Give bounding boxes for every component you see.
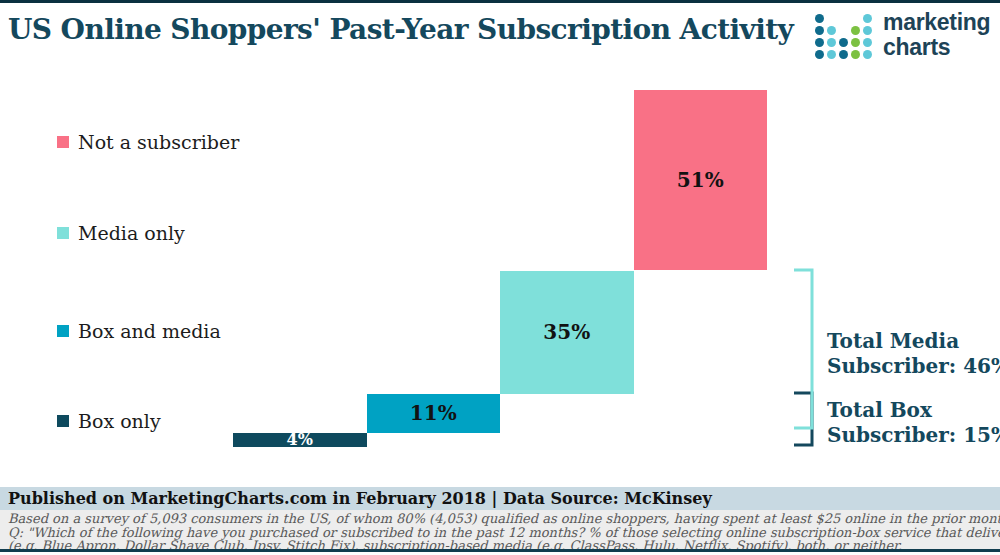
logo-dot-icon bbox=[815, 26, 824, 35]
total-box-line2: Subscriber: 15% bbox=[827, 423, 1000, 448]
published-bar: Published on MarketingCharts.com in Febr… bbox=[0, 487, 1000, 510]
logo-dot-empty bbox=[839, 14, 848, 23]
logo-dot-icon bbox=[863, 14, 872, 23]
logo-dot-icon bbox=[839, 38, 848, 47]
logo-dot-icon bbox=[815, 38, 824, 47]
legend-item-box-and-media: Box and media bbox=[57, 320, 221, 342]
logo-dot-icon bbox=[815, 50, 824, 59]
logo-dots-icon bbox=[815, 14, 875, 62]
logo-dot-icon bbox=[839, 50, 848, 59]
logo-dot-icon bbox=[815, 14, 824, 23]
total-media-line2: Subscriber: 46% bbox=[827, 354, 1000, 379]
logo-dot-icon bbox=[827, 38, 836, 47]
logo-wordmark: marketing charts bbox=[883, 10, 990, 60]
legend-swatch-icon bbox=[57, 325, 69, 337]
logo-dot-empty bbox=[851, 14, 860, 23]
legend-label: Media only bbox=[78, 222, 185, 244]
total-media-label: Total Media Subscriber: 46% bbox=[827, 329, 1000, 379]
legend-item-not-a-subscriber: Not a subscriber bbox=[57, 131, 239, 153]
legend-item-box-only: Box only bbox=[57, 410, 161, 432]
bar-box-only: 4% bbox=[233, 433, 367, 447]
bottom-border bbox=[0, 549, 1000, 552]
bar-media-only: 35% bbox=[500, 271, 634, 395]
legend-swatch-icon bbox=[57, 136, 69, 148]
bar-value-label: 11% bbox=[410, 401, 457, 425]
logo-dot-icon bbox=[827, 26, 836, 35]
legend-swatch-icon bbox=[57, 415, 69, 427]
total-box-line1: Total Box bbox=[827, 398, 1000, 423]
chart-page: US Online Shoppers' Past-Year Subscripti… bbox=[0, 0, 1000, 555]
legend-label: Not a subscriber bbox=[78, 131, 239, 153]
logo-dot-icon bbox=[851, 38, 860, 47]
bar-value-label: 35% bbox=[543, 320, 590, 344]
logo-dot-icon bbox=[863, 38, 872, 47]
footnote-line: Q: "Which of the following have you purc… bbox=[0, 526, 1000, 540]
legend-swatch-icon bbox=[57, 227, 69, 239]
logo-word-marketing: marketing bbox=[883, 10, 990, 35]
logo-dot-icon bbox=[827, 50, 836, 59]
footnote-line: Based on a survey of 5,093 consumers in … bbox=[0, 512, 1000, 526]
logo-dot-icon bbox=[863, 50, 872, 59]
footnotes: Based on a survey of 5,093 consumers in … bbox=[0, 510, 1000, 549]
total-box-bracket bbox=[794, 393, 812, 445]
total-media-bracket bbox=[794, 270, 812, 428]
bar-value-label: 51% bbox=[677, 168, 724, 192]
logo-dot-empty bbox=[827, 14, 836, 23]
bar-value-label: 4% bbox=[287, 430, 313, 449]
bar-not-a-subscriber: 51% bbox=[634, 90, 768, 270]
logo-word-charts: charts bbox=[883, 35, 990, 60]
marketingcharts-logo: marketing charts bbox=[815, 10, 990, 62]
page-title: US Online Shoppers' Past-Year Subscripti… bbox=[8, 13, 793, 46]
logo-dot-icon bbox=[851, 26, 860, 35]
published-text: Published on MarketingCharts.com in Febr… bbox=[0, 487, 1000, 510]
bar-box-and-media: 11% bbox=[367, 394, 501, 433]
total-box-label: Total Box Subscriber: 15% bbox=[827, 398, 1000, 448]
legend-label: Box only bbox=[78, 410, 161, 432]
total-media-line1: Total Media bbox=[827, 329, 1000, 354]
logo-dot-icon bbox=[863, 26, 872, 35]
logo-dot-icon bbox=[851, 50, 860, 59]
logo-dot-empty bbox=[839, 26, 848, 35]
legend-label: Box and media bbox=[78, 320, 221, 342]
legend-item-media-only: Media only bbox=[57, 222, 185, 244]
footnote-line: (e.g. Blue Apron, Dollar Shave Club, Ips… bbox=[0, 539, 1000, 549]
top-border bbox=[0, 0, 1000, 3]
